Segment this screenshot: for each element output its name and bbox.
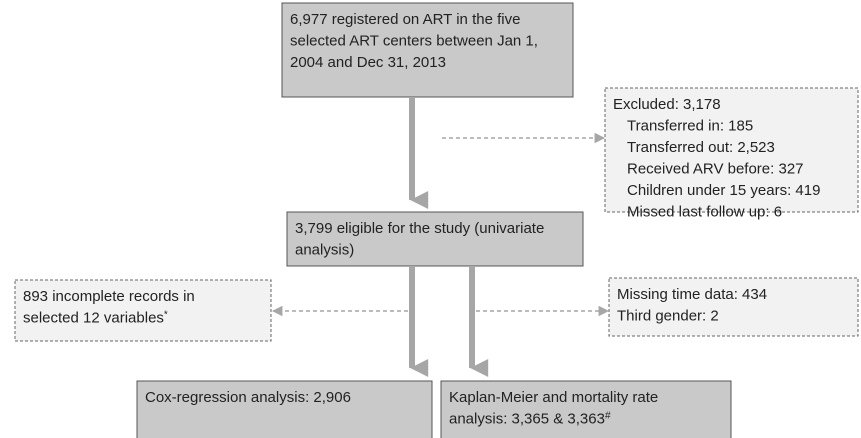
node-box <box>286 211 584 267</box>
node-text: Missed last follow up: 6 <box>627 204 782 221</box>
node-text: Received ARV before: 327 <box>627 161 804 178</box>
text-line: 2004 and Dec 31, 2013 <box>290 54 446 71</box>
node-text: Transferred out: 2,523 <box>627 139 775 156</box>
node-box <box>136 380 433 438</box>
boxes: 6,977 registered on ART in the five selec… <box>14 2 859 438</box>
node-box <box>440 380 732 438</box>
text-line: Missing time data: 434 <box>617 286 767 303</box>
node-text: 3,799 eligible for the study (univariate <box>295 220 544 237</box>
node-text: analysis) <box>295 242 354 259</box>
node-text: Transferred in: 185 <box>627 118 753 135</box>
text-line: Transferred in: 185 <box>627 118 753 135</box>
node-text: Children under 15 years: 419 <box>627 182 820 199</box>
footnote-mark: # <box>605 410 611 421</box>
node: 6,977 registered on ART in the five selec… <box>281 2 574 98</box>
text-line: Received ARV before: 327 <box>627 161 804 178</box>
node: 893 incomplete records in selected 12 var… <box>14 279 272 342</box>
node-text: Kaplan-Meier and mortality rate <box>449 389 658 406</box>
node-text: 6,977 registered on ART in the five <box>290 11 520 28</box>
node-text: analysis: 3,365 & 3,363# <box>449 410 611 428</box>
text-line: 3,799 eligible for the study (univariate <box>295 220 544 237</box>
node: Missing time data: 434 Third gender: 2 <box>608 277 859 337</box>
node: Excluded: 3,178 Transferred in: 185 Transf… <box>604 87 859 221</box>
text-line: 893 incomplete records in <box>23 288 195 305</box>
node-text: Missing time data: 434 <box>617 286 767 303</box>
node-box <box>14 279 272 342</box>
text-line: analysis) <box>295 242 354 259</box>
node-text: 893 incomplete records in <box>23 288 195 305</box>
text-line: Transferred out: 2,523 <box>627 139 775 156</box>
node-text: Cox-regression analysis: 2,906 <box>145 389 351 406</box>
node-text: 2004 and Dec 31, 2013 <box>290 54 446 71</box>
footnote-mark: * <box>164 309 168 320</box>
node-box <box>281 2 574 98</box>
text-line: Cox-regression analysis: 2,906 <box>145 389 351 406</box>
text-line: Children under 15 years: 419 <box>627 182 820 199</box>
text-line: Missed last follow up: 6 <box>627 204 782 221</box>
text-line: analysis: 3,365 & 3,363 <box>449 411 605 428</box>
text-line: Kaplan-Meier and mortality rate <box>449 389 658 406</box>
text-line: 6,977 registered on ART in the five <box>290 11 520 28</box>
node: Cox-regression analysis: 2,906 <box>136 380 433 438</box>
node: Kaplan-Meier and mortality rate analysis:… <box>440 380 732 438</box>
text-line: Third gender: 2 <box>617 308 719 325</box>
node-text: selected ART centers between Jan 1, <box>290 33 538 50</box>
node-text: selected 12 variables* <box>23 309 168 327</box>
node-box <box>608 277 859 337</box>
text-line: Excluded: 3,178 <box>613 96 721 113</box>
text-line: selected 12 variables <box>23 310 164 327</box>
node-box <box>604 87 859 213</box>
text-line: selected ART centers between Jan 1, <box>290 33 538 50</box>
node-text: Excluded: 3,178 <box>613 96 721 113</box>
node-text: Third gender: 2 <box>617 308 719 325</box>
node: 3,799 eligible for the study (univariate… <box>286 211 584 267</box>
